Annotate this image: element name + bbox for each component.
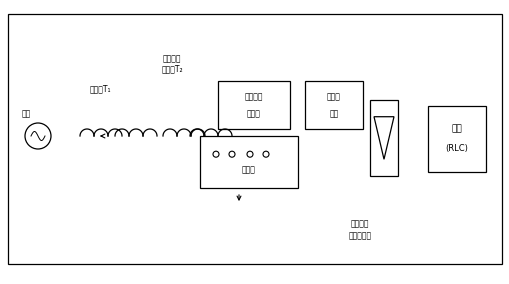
Text: 负载: 负载 (451, 125, 462, 133)
Text: 单相隔离: 单相隔离 (162, 55, 181, 64)
Bar (8, 14, 501, 264)
Text: 可调分: 可调分 (326, 92, 341, 101)
Bar (369, 100, 397, 176)
Text: 变换器: 变换器 (246, 109, 261, 118)
Text: 单片机控: 单片机控 (350, 220, 369, 229)
Bar (200, 136, 297, 188)
Text: 制流报警器: 制流报警器 (348, 231, 371, 241)
Bar (427, 106, 485, 172)
Bar (304, 81, 362, 129)
Text: 调压器T₁: 调压器T₁ (89, 85, 110, 93)
Text: 电源: 电源 (21, 110, 31, 118)
Bar (217, 81, 290, 129)
Text: 变流器T₂: 变流器T₂ (161, 64, 182, 74)
Text: 测试件: 测试件 (242, 165, 256, 174)
Text: (RLC): (RLC) (445, 144, 468, 153)
Text: 调控电流: 调控电流 (244, 92, 263, 101)
Text: 流源: 流源 (329, 109, 338, 118)
